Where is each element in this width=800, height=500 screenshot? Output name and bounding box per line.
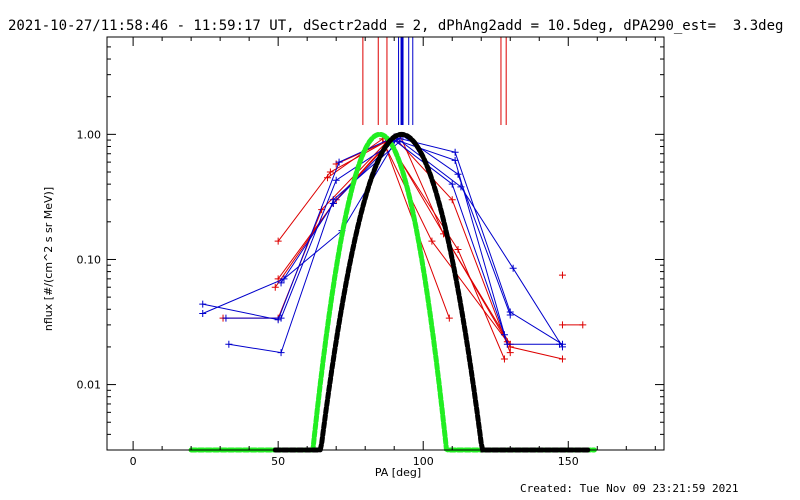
series-line-5	[335, 134, 511, 345]
chart-title: 2021-10-27/11:58:46 - 11:59:17 UT, dSect…	[8, 18, 784, 34]
series-point-1-1	[326, 168, 334, 176]
series-point-8-1	[274, 316, 282, 324]
series-point-7-1	[579, 321, 587, 329]
series-point-8-4	[451, 148, 459, 156]
data-series	[199, 131, 587, 363]
x-axis-label: PA [deg]	[375, 466, 421, 479]
series-line-0	[223, 139, 563, 360]
series-point-12-3	[448, 180, 456, 188]
series-point-11-4	[454, 170, 462, 178]
series-8	[199, 133, 566, 348]
series-point-11-1	[277, 314, 285, 322]
series-line-8	[202, 136, 563, 345]
series-line-2	[277, 141, 505, 360]
series-point-8-2	[335, 158, 343, 166]
series-point-11-2	[332, 176, 340, 184]
y-axis-label: nflux [#/(cm^2 s sr MeV)]	[42, 187, 55, 331]
series-11	[222, 132, 514, 322]
series-0	[219, 136, 566, 363]
series-point-12-4	[500, 331, 508, 339]
series-point-9-4	[457, 183, 465, 191]
y-tick-label: 1.00	[77, 128, 102, 141]
series-point-10-1	[277, 349, 285, 357]
series-point-6-0	[558, 271, 566, 279]
series-point-10-0	[225, 340, 233, 348]
x-tick-label: 0	[130, 455, 137, 468]
series-line-11	[225, 135, 511, 319]
series-point-2-3	[454, 246, 462, 254]
series-point-9-0	[199, 309, 207, 317]
series-point-1-4	[506, 349, 514, 357]
series-point-2-4	[500, 355, 508, 363]
series-point-3-3	[428, 237, 436, 245]
created-timestamp: Created: Tue Nov 09 23:21:59 2021	[520, 482, 739, 495]
series-point-10-4	[451, 156, 459, 164]
series-4	[323, 135, 453, 322]
series-point-10-5	[503, 340, 511, 348]
series-line-12	[280, 139, 505, 335]
series-point-8-0	[199, 300, 207, 308]
series-point-9-5	[509, 264, 517, 272]
series-7	[558, 321, 587, 329]
series-point-1-3	[448, 196, 456, 204]
x-tick-label: 100	[413, 455, 434, 468]
axes: 0 50 100 150 0.01 0.10 1.00	[77, 36, 665, 468]
x-tick-label: 50	[271, 455, 285, 468]
series-point-11-0	[222, 314, 230, 322]
series-point-1-0	[274, 237, 282, 245]
series-point-4-0	[323, 174, 331, 182]
series-point-10-3	[396, 137, 404, 145]
series-point-7-0	[558, 321, 566, 329]
fit-curve-1	[272, 131, 592, 453]
x-tick-label: 150	[558, 455, 579, 468]
y-tick-label: 0.10	[77, 253, 102, 266]
series-6	[558, 271, 566, 279]
vertical-markers	[362, 37, 507, 125]
series-point-12-0	[277, 279, 285, 287]
series-point-0-5	[558, 355, 566, 363]
series-point-12-1	[329, 200, 337, 208]
y-tick-label: 0.01	[77, 379, 102, 392]
series-point-11-5	[506, 311, 514, 319]
series-point-3-0	[271, 283, 279, 291]
plot-frame	[106, 36, 665, 451]
series-2	[274, 138, 508, 363]
series-point-10-6	[556, 340, 564, 348]
series-point-4-2	[445, 314, 453, 322]
